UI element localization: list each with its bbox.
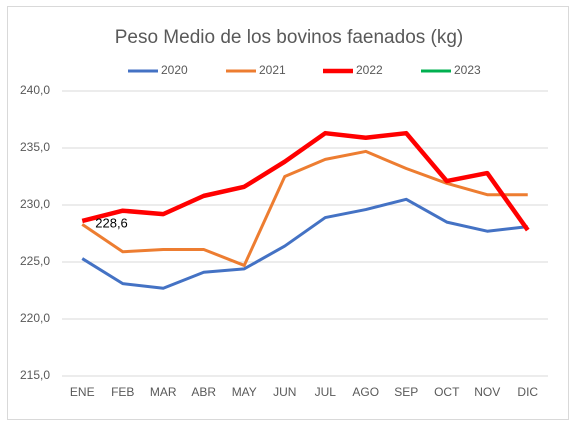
x-tick-label: SEP — [394, 385, 418, 399]
x-tick-label: JUN — [273, 385, 296, 399]
x-tick-label: ABR — [191, 385, 216, 399]
x-tick-label: MAR — [150, 385, 177, 399]
x-tick-label: JUL — [315, 385, 337, 399]
legend-label: 2020 — [161, 63, 188, 77]
x-tick-label: OCT — [434, 385, 460, 399]
legend-label: 2021 — [259, 63, 286, 77]
legend-label: 2022 — [356, 63, 383, 77]
x-tick-label: ENE — [70, 385, 95, 399]
y-tick-label: 225,0 — [20, 254, 50, 268]
series-line — [81, 130, 530, 232]
y-tick-label: 240,0 — [20, 83, 50, 97]
y-tick-label: 220,0 — [20, 311, 50, 325]
x-tick-label: FEB — [111, 385, 134, 399]
y-tick-label: 215,0 — [20, 368, 50, 382]
chart-frame — [7, 6, 569, 420]
y-tick-label: 230,0 — [20, 197, 50, 211]
series-line — [81, 149, 528, 267]
legend-label: 2023 — [454, 63, 481, 77]
data-label: 228,6 — [95, 215, 128, 230]
chart-title: Peso Medio de los bovinos faenados (kg) — [115, 27, 464, 48]
x-tick-label: NOV — [474, 385, 500, 399]
x-tick-label: MAY — [232, 385, 257, 399]
x-tick-label: AGO — [352, 385, 379, 399]
x-tick-label: DIC — [517, 385, 538, 399]
series-line — [81, 197, 528, 290]
y-tick-label: 235,0 — [20, 140, 50, 154]
